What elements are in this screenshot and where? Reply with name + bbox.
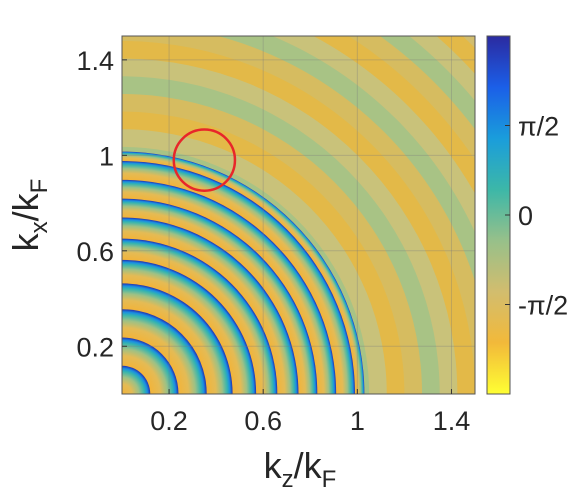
plot-frame: [121, 35, 476, 395]
y-tick-label: 1.4: [76, 46, 114, 76]
wrapped-phase-ring: [122, 365, 151, 394]
y-axis-ticks: 0.2 0.6 1 1.4: [76, 46, 127, 362]
y-axis-label: kx/kF: [5, 179, 53, 252]
heatmap-plot-area: [121, 35, 476, 395]
y-tick-label: 1: [99, 141, 114, 171]
y-tick-label: 0.6: [76, 237, 114, 267]
colorbar-tick-label: 0: [518, 201, 533, 231]
colorbar-tick-label: -π/2: [518, 291, 568, 321]
y-tick-label: 0.2: [76, 332, 114, 362]
colorbar-tick-label: π/2: [518, 112, 559, 142]
heatmap-rings: [122, 36, 475, 394]
annotation-layer: [172, 128, 237, 192]
colorbar-ticks: π/2 0 -π/2: [505, 112, 568, 321]
annotation-circle: [172, 128, 237, 192]
x-axis-label: kz/kF: [264, 445, 337, 493]
x-tick-label: 1: [350, 406, 365, 436]
grid-lines: [122, 36, 475, 394]
x-tick-label: 0.2: [150, 406, 188, 436]
x-axis-ticks: 0.2 0.6 1 1.4: [150, 389, 470, 436]
x-tick-label: 0.6: [244, 406, 282, 436]
colorbar: π/2 0 -π/2: [486, 35, 568, 395]
x-tick-label: 1.4: [433, 406, 471, 436]
